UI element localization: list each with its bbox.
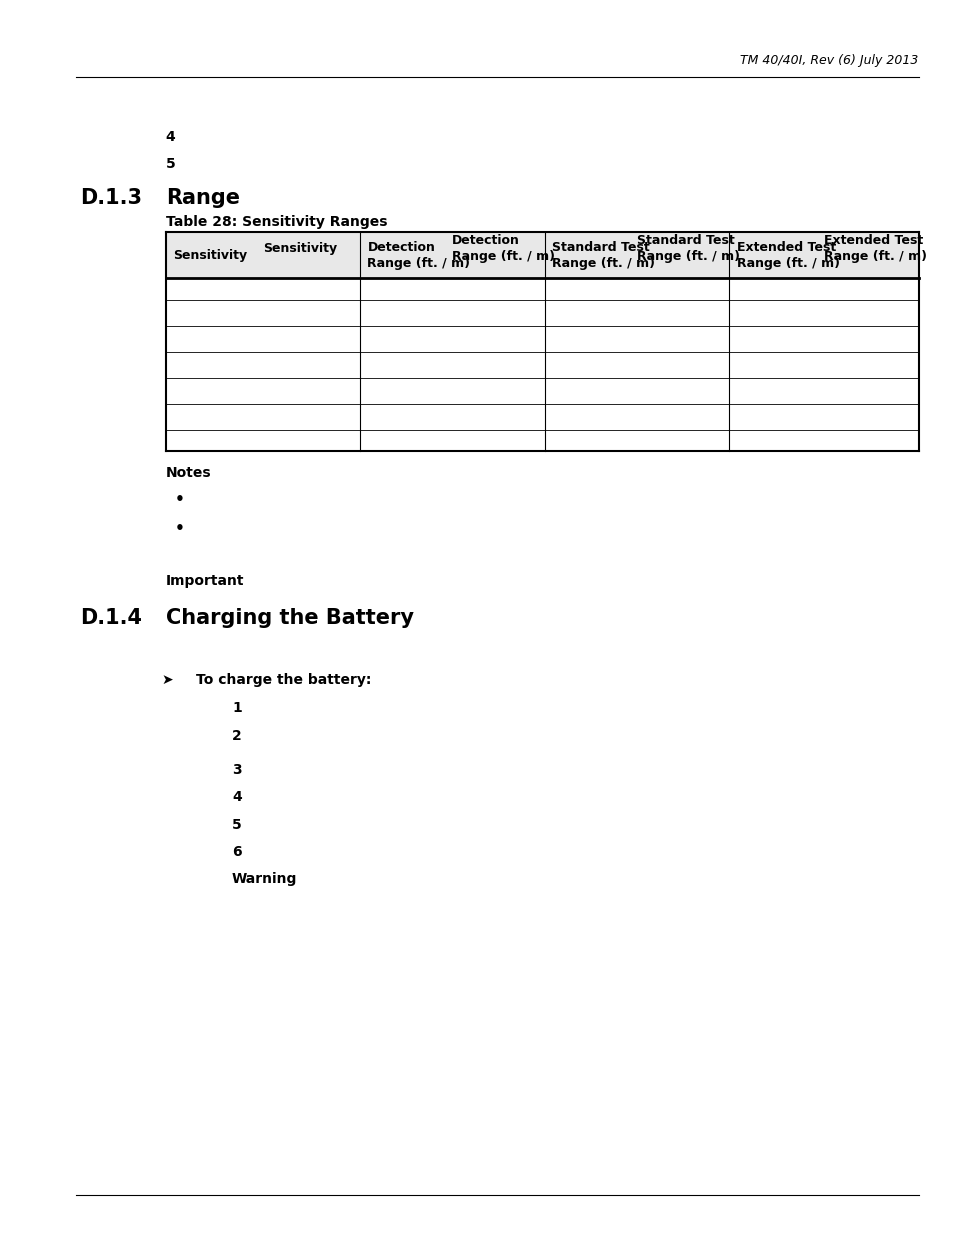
Text: 5: 5 xyxy=(166,157,175,170)
Text: Sensitivity: Sensitivity xyxy=(173,248,247,262)
Text: D.1.3: D.1.3 xyxy=(80,188,142,207)
Text: To charge the battery:: To charge the battery: xyxy=(196,673,371,687)
Text: 4: 4 xyxy=(166,130,175,143)
Text: Extended Test
Range (ft. / m): Extended Test Range (ft. / m) xyxy=(736,241,839,269)
Text: Standard Test
Range (ft. / m): Standard Test Range (ft. / m) xyxy=(552,241,655,269)
Bar xyxy=(166,232,918,278)
Text: Important: Important xyxy=(166,574,244,588)
Text: Sensitivity: Sensitivity xyxy=(262,242,336,256)
Text: 5: 5 xyxy=(232,818,241,831)
Text: •: • xyxy=(175,521,185,536)
Text: Warning: Warning xyxy=(232,872,297,885)
Text: Notes: Notes xyxy=(166,466,212,479)
Text: Detection
Range (ft. / m): Detection Range (ft. / m) xyxy=(367,241,470,269)
Text: Charging the Battery: Charging the Battery xyxy=(166,608,414,627)
Text: 4: 4 xyxy=(232,790,241,804)
Text: Detection
Range (ft. / m): Detection Range (ft. / m) xyxy=(452,235,555,263)
Text: 2: 2 xyxy=(232,729,241,742)
Text: •: • xyxy=(175,492,185,506)
Text: Range: Range xyxy=(166,188,239,207)
Text: Extended Test
Range (ft. / m): Extended Test Range (ft. / m) xyxy=(823,235,926,263)
Text: 1: 1 xyxy=(232,701,241,715)
Text: 3: 3 xyxy=(232,763,241,777)
Text: 6: 6 xyxy=(232,845,241,858)
Text: ➤: ➤ xyxy=(161,673,172,687)
Text: D.1.4: D.1.4 xyxy=(80,608,142,627)
Text: TM 40/40I, Rev (6) July 2013: TM 40/40I, Rev (6) July 2013 xyxy=(740,53,918,67)
Text: Standard Test
Range (ft. / m): Standard Test Range (ft. / m) xyxy=(637,235,740,263)
Text: Table 28: Sensitivity Ranges: Table 28: Sensitivity Ranges xyxy=(166,215,387,228)
